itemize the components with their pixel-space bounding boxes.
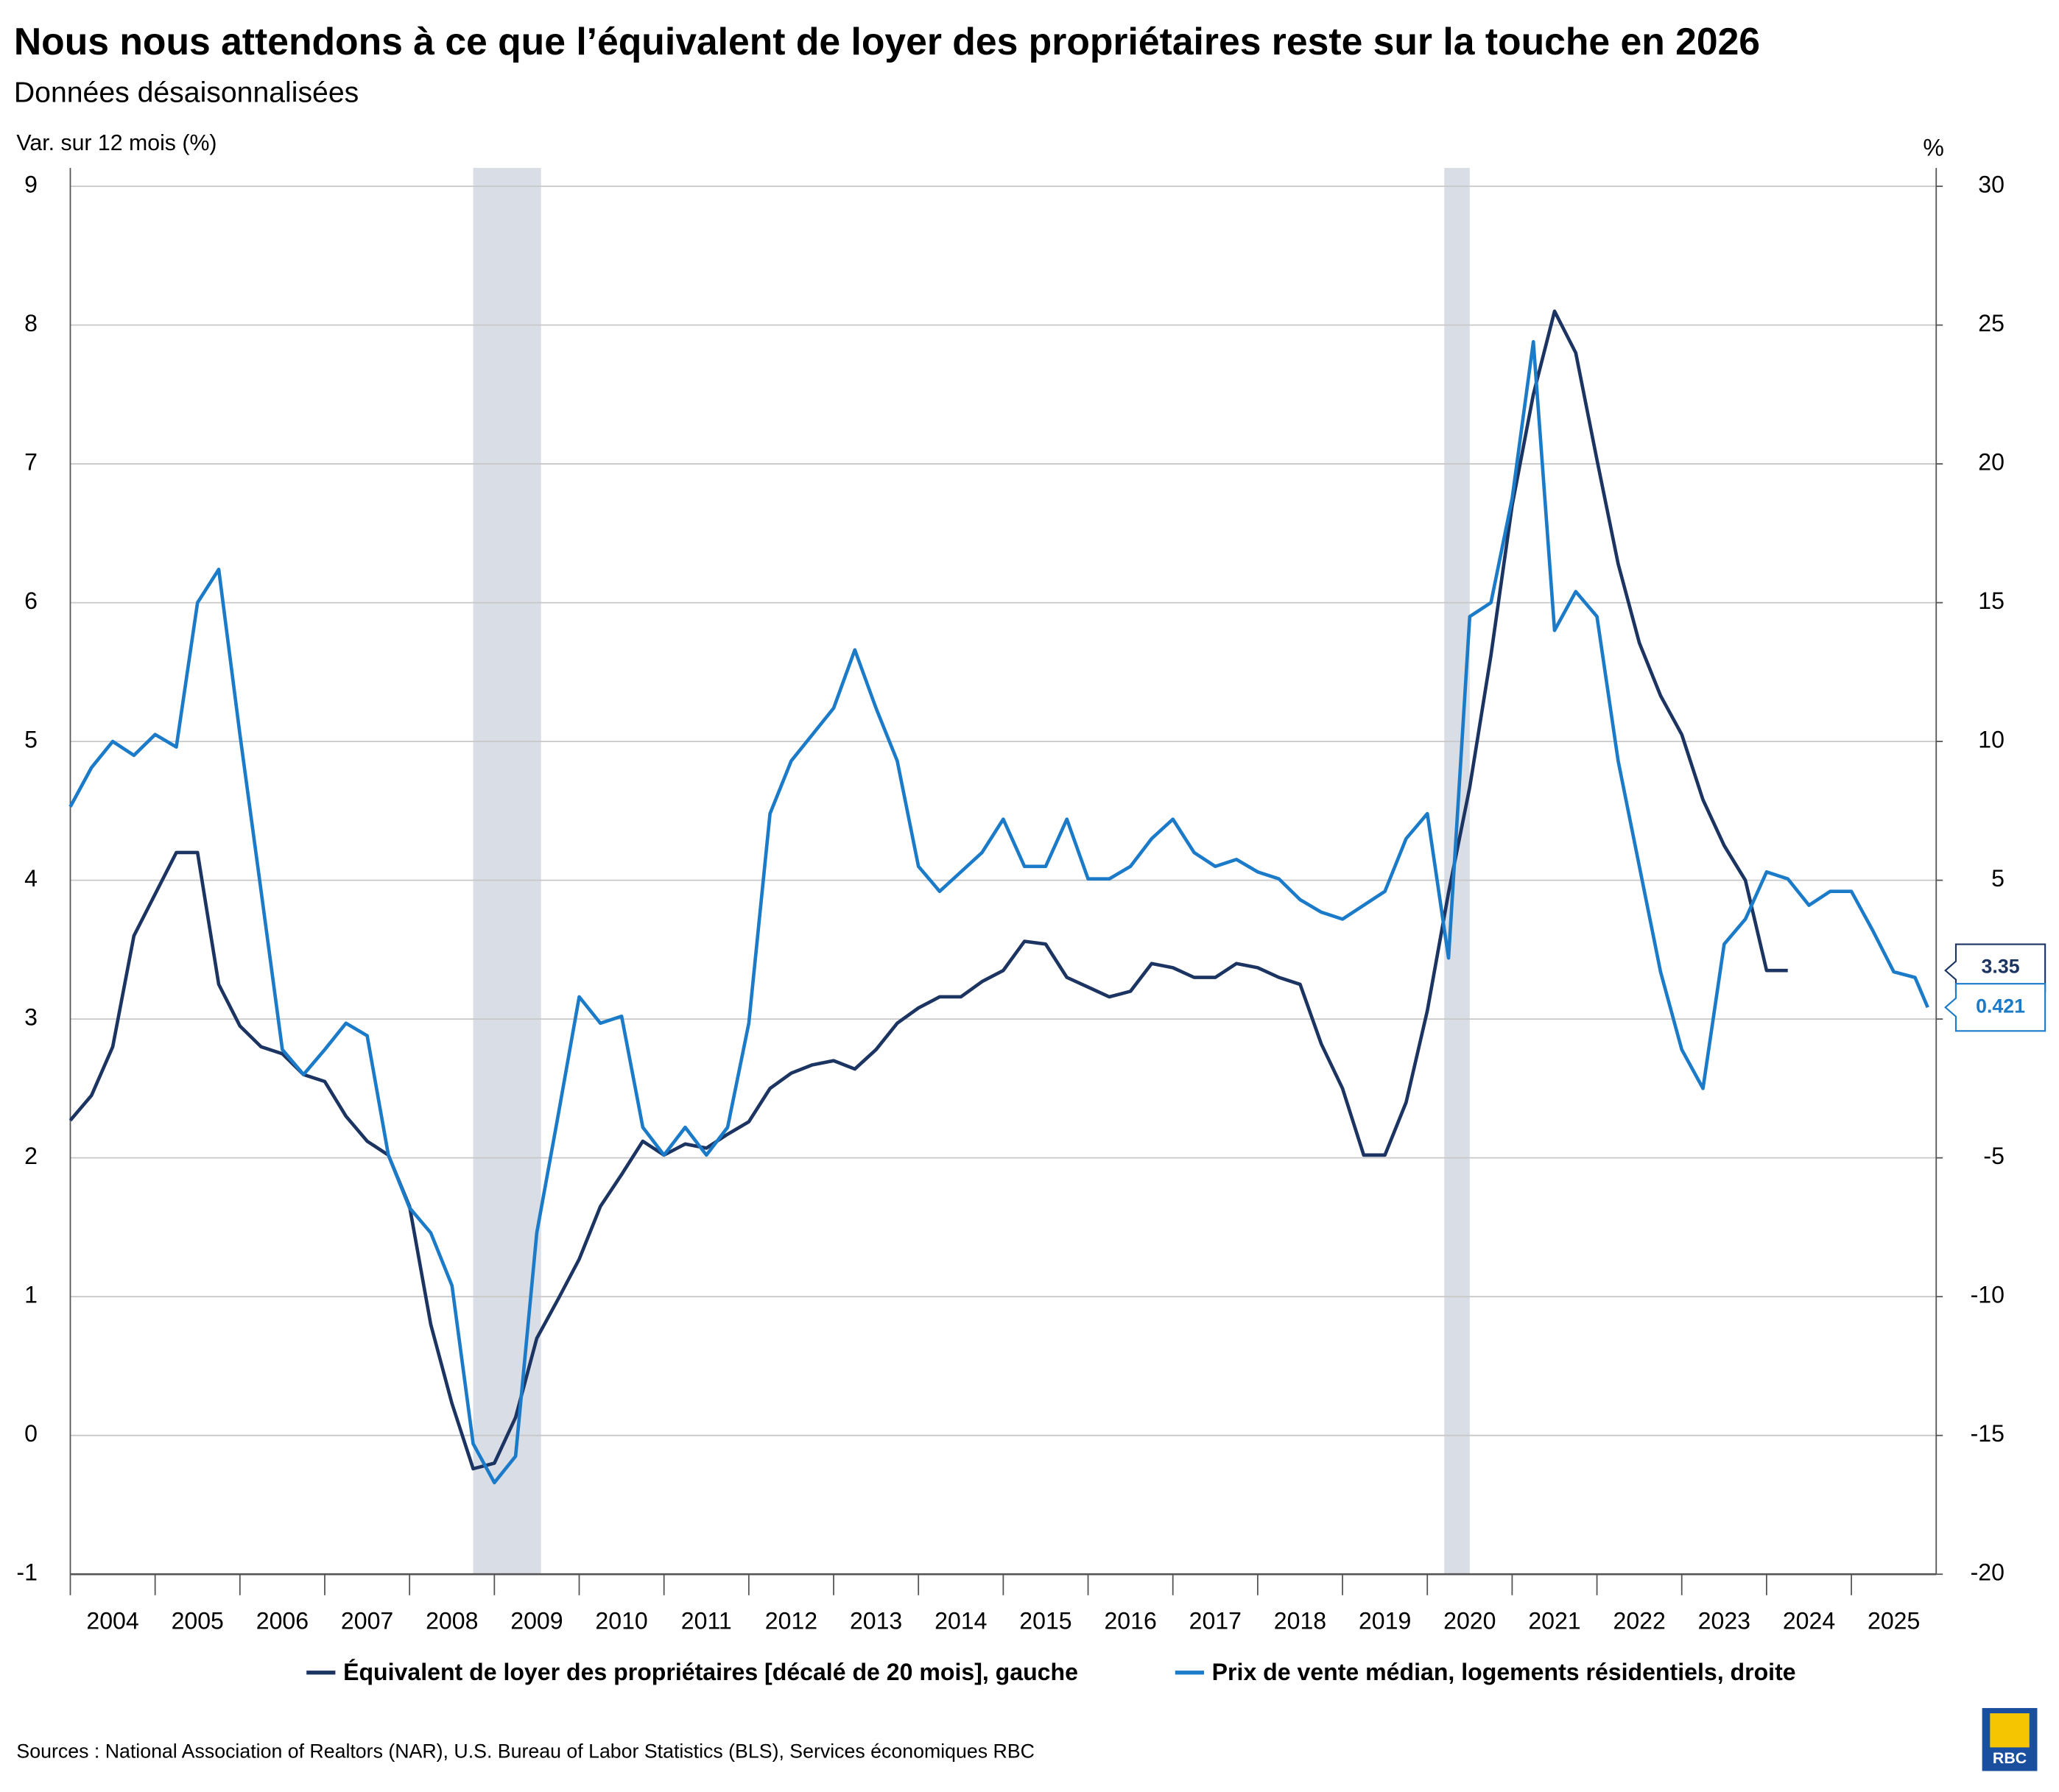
end-callout-label: 0.421 [1976, 995, 2025, 1017]
x-tick-label: 2010 [595, 1608, 647, 1634]
x-tick-label: 2006 [256, 1608, 309, 1634]
y2-axis-label: % [1923, 135, 1944, 161]
y-tick-label: 7 [24, 449, 38, 476]
recession-band [473, 168, 541, 1575]
x-tick-label: 2023 [1698, 1608, 1750, 1634]
y2-tick-label: -5 [1983, 1143, 2005, 1169]
logo-emblem [1990, 1713, 2030, 1748]
y-tick-label: -1 [16, 1559, 38, 1586]
y2-tick-label: 25 [1978, 310, 2005, 336]
x-tick-label: 2008 [426, 1608, 478, 1634]
x-tick-label: 2025 [1868, 1608, 1920, 1634]
end-callout-box [1944, 983, 2046, 1032]
y-tick-label: 6 [24, 588, 38, 614]
x-tick-label: 2024 [1783, 1608, 1835, 1634]
y2-tick-label: -15 [1971, 1420, 2005, 1447]
y2-tick-label: -10 [1971, 1282, 2005, 1308]
end-callout-label: 3.35 [1982, 956, 2020, 978]
source: Sources : National Association of Realto… [16, 1740, 1035, 1763]
x-tick-label: 2015 [1019, 1608, 1071, 1634]
series-line [68, 339, 1929, 1485]
x-tick-label: 2021 [1528, 1608, 1580, 1634]
x-tick-label: 2004 [86, 1608, 138, 1634]
logo-text: RBC [1993, 1749, 2027, 1767]
x-tick-label: 2007 [341, 1608, 393, 1634]
x-tick-label: 2014 [935, 1608, 987, 1634]
y2-tick-label: 5 [1991, 865, 2005, 892]
y2-tick-label: 15 [1978, 588, 2005, 614]
y-tick-label: 2 [24, 1143, 38, 1169]
y2-tick-label: -20 [1971, 1559, 2005, 1586]
x-tick-label: 2011 [681, 1608, 732, 1634]
y-tick-label: 8 [24, 310, 38, 336]
chart-title: Nous nous attendons à ce que l’équivalen… [14, 20, 1760, 63]
x-tick-label: 2020 [1443, 1608, 1496, 1634]
x-tick-label: 2022 [1613, 1608, 1665, 1634]
series-line [68, 309, 1788, 1471]
y-tick-label: 4 [24, 865, 38, 892]
x-tick-label: 2012 [765, 1608, 817, 1634]
y-tick-label: 1 [24, 1282, 38, 1308]
x-tick-label: 2019 [1359, 1608, 1411, 1634]
recession-band [1444, 168, 1470, 1575]
y-tick-label: 0 [24, 1420, 38, 1447]
y-axis-label: Var. sur 12 mois (%) [16, 131, 217, 155]
x-tick-label: 2013 [850, 1608, 902, 1634]
y-tick-label: 9 [24, 171, 38, 197]
x-tick-label: 2005 [172, 1608, 224, 1634]
x-tick-label: 2016 [1104, 1608, 1156, 1634]
y2-tick-label: 30 [1978, 171, 2005, 197]
x-tick-label: 2009 [510, 1608, 563, 1634]
x-tick-label: 2018 [1274, 1608, 1326, 1634]
y2-tick-label: 20 [1978, 449, 2005, 476]
y-tick-label: 3 [24, 1004, 38, 1031]
legend-label: Équivalent de loyer des propriétaires [d… [343, 1659, 1078, 1685]
x-tick-label: 2017 [1189, 1608, 1242, 1634]
y-tick-label: 5 [24, 727, 38, 753]
chart-subtitle: Données désaisonnalisées [14, 77, 359, 109]
legend-label: Prix de vente médian, logements résident… [1212, 1659, 1796, 1685]
logo: RBC [1982, 1707, 2038, 1771]
y2-tick-label: 10 [1978, 727, 2005, 753]
